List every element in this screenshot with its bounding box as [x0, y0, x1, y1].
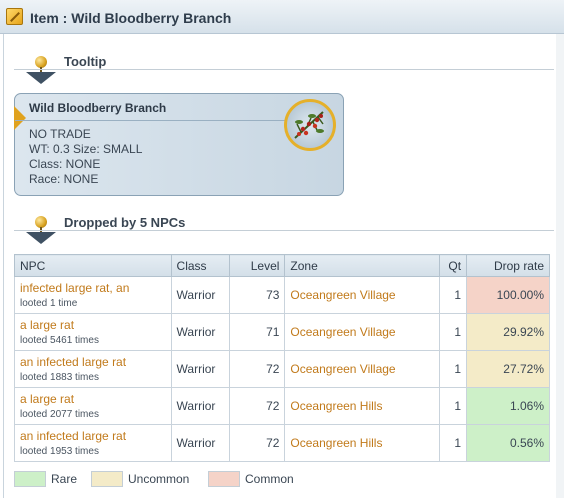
- item-tooltip: Wild Bloodberry Branch NO TRADE WT: 0.3 …: [14, 93, 344, 196]
- class-cell: Warrior: [170, 350, 230, 388]
- zone-cell: Oceangreen Village: [284, 276, 441, 314]
- class-cell: Warrior: [170, 313, 230, 351]
- column-header-zone[interactable]: Zone: [284, 254, 441, 277]
- npc-drop-table: NPC Class Level Zone Qt Drop rate infect…: [14, 254, 550, 462]
- qt-cell: 1: [439, 350, 468, 388]
- scrollbar[interactable]: [556, 34, 564, 498]
- tooltip-line-class: Class: NONE: [29, 157, 101, 171]
- npc-cell: a large rat looted 2077 times: [14, 387, 172, 425]
- column-header-npc[interactable]: NPC: [14, 254, 172, 277]
- npc-link[interactable]: infected large rat, an: [20, 280, 130, 295]
- pin-arrow-icon: [24, 216, 58, 246]
- looted-count: looted 1953 times: [20, 445, 99, 457]
- legend-swatch: [14, 471, 46, 487]
- looted-count: looted 1 time: [20, 297, 78, 309]
- looted-count: looted 2077 times: [20, 408, 99, 420]
- table-header-row: NPC Class Level Zone Qt Drop rate: [14, 254, 550, 277]
- drop-rate-cell: 0.56%: [466, 424, 550, 462]
- tooltip-line-race: Race: NONE: [29, 172, 99, 186]
- bloodberry-branch-icon: [284, 99, 336, 151]
- table-row: a large rat looted 5461 times Warrior 71…: [14, 313, 550, 351]
- legend-label: Rare: [51, 472, 78, 486]
- drop-rate-cell: 29.92%: [466, 313, 550, 351]
- npc-cell: a large rat looted 5461 times: [14, 313, 172, 351]
- qt-cell: 1: [439, 313, 468, 351]
- npc-link[interactable]: a large rat: [20, 391, 75, 406]
- tooltip-line-weight: WT: 0.3 Size: SMALL: [29, 142, 143, 156]
- zone-cell: Oceangreen Hills: [284, 424, 441, 462]
- window-titlebar: Item : Wild Bloodberry Branch: [0, 0, 564, 34]
- level-cell: 72: [228, 424, 286, 462]
- window-title: Item : Wild Bloodberry Branch: [30, 10, 232, 26]
- level-cell: 72: [228, 387, 286, 425]
- drop-rate-cell: 100.00%: [466, 276, 550, 314]
- zone-link[interactable]: Oceangreen Village: [290, 288, 396, 302]
- zone-cell: Oceangreen Village: [284, 350, 441, 388]
- column-header-class[interactable]: Class: [170, 254, 230, 277]
- legend-swatch: [208, 471, 240, 487]
- column-header-drop-rate[interactable]: Drop rate: [466, 254, 550, 277]
- legend-swatch: [91, 471, 123, 487]
- qt-cell: 1: [439, 276, 468, 314]
- npc-cell: an infected large rat looted 1883 times: [14, 350, 172, 388]
- dropped-section-title: Dropped by 5 NPCs: [64, 215, 186, 230]
- qt-cell: 1: [439, 424, 468, 462]
- table-row: an infected large rat looted 1953 times …: [14, 424, 550, 462]
- npc-cell: infected large rat, an looted 1 time: [14, 276, 172, 314]
- legend-label: Uncommon: [128, 472, 190, 486]
- level-cell: 72: [228, 350, 286, 388]
- column-header-level[interactable]: Level: [228, 254, 286, 277]
- tooltip-item-name: Wild Bloodberry Branch: [29, 101, 167, 115]
- zone-cell: Oceangreen Village: [284, 313, 441, 351]
- class-cell: Warrior: [170, 387, 230, 425]
- divider: [14, 69, 554, 70]
- qt-cell: 1: [439, 387, 468, 425]
- npc-link[interactable]: a large rat: [20, 317, 75, 332]
- zone-link[interactable]: Oceangreen Village: [290, 362, 396, 376]
- drop-rate-cell: 1.06%: [466, 387, 550, 425]
- table-row: a large rat looted 2077 times Warrior 72…: [14, 387, 550, 425]
- class-cell: Warrior: [170, 276, 230, 314]
- looted-count: looted 1883 times: [20, 371, 99, 383]
- table-row: infected large rat, an looted 1 time War…: [14, 276, 550, 314]
- npc-link[interactable]: an infected large rat: [20, 428, 127, 443]
- zone-link[interactable]: Oceangreen Hills: [290, 436, 383, 450]
- npc-link[interactable]: an infected large rat: [20, 354, 127, 369]
- tooltip-arrow-icon: [14, 106, 26, 130]
- legend-label: Common: [245, 472, 294, 486]
- column-header-qt[interactable]: Qt: [439, 254, 468, 277]
- level-cell: 71: [228, 313, 286, 351]
- npc-cell: an infected large rat looted 1953 times: [14, 424, 172, 462]
- level-cell: 73: [228, 276, 286, 314]
- divider: [15, 120, 287, 121]
- item-window-icon: [6, 8, 23, 25]
- zone-link[interactable]: Oceangreen Hills: [290, 399, 383, 413]
- zone-link[interactable]: Oceangreen Village: [290, 325, 396, 339]
- tooltip-section-title: Tooltip: [64, 54, 107, 69]
- class-cell: Warrior: [170, 424, 230, 462]
- table-row: an infected large rat looted 1883 times …: [14, 350, 550, 388]
- divider: [14, 230, 554, 231]
- looted-count: looted 5461 times: [20, 334, 99, 346]
- drop-rate-cell: 27.72%: [466, 350, 550, 388]
- tooltip-line-flags: NO TRADE: [29, 127, 91, 141]
- pin-arrow-icon: [24, 56, 58, 86]
- zone-cell: Oceangreen Hills: [284, 387, 441, 425]
